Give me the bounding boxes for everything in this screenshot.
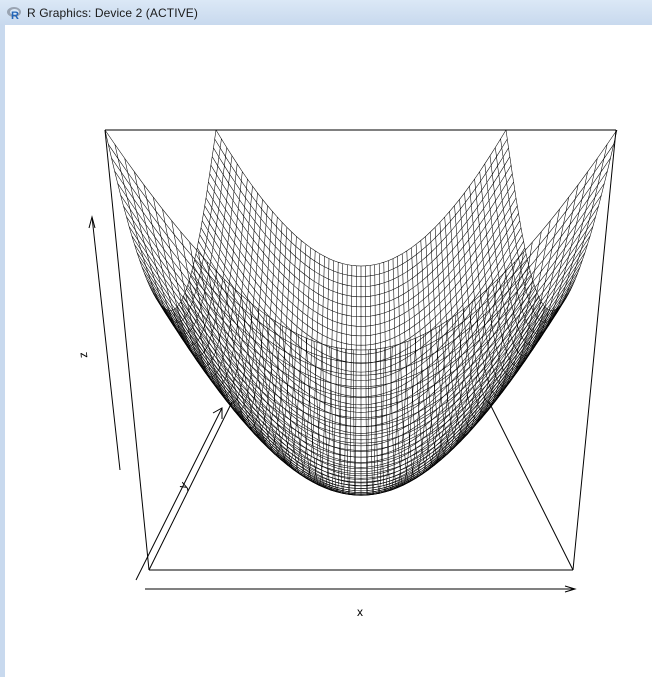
mesh-line-v — [211, 156, 511, 298]
mesh-line-u — [505, 129, 618, 311]
mesh-line-v — [208, 181, 514, 327]
mesh-line-u — [500, 138, 608, 323]
mesh-line-u — [459, 199, 533, 405]
y-axis-arrow — [135, 407, 223, 581]
mesh-line-u — [162, 178, 248, 377]
mesh-line-v — [203, 213, 519, 364]
y-axis-arrowhead — [212, 407, 223, 419]
mesh-line-u — [495, 147, 598, 335]
box-right-vertical-edge — [572, 129, 617, 571]
window-titlebar[interactable]: R R Graphics: Device 2 (ACTIVE) — [0, 0, 652, 25]
bounding-box — [104, 129, 617, 571]
svg-text:R: R — [11, 10, 19, 21]
persp-plot: x y z — [76, 129, 618, 619]
surface-mesh — [104, 129, 618, 496]
mesh-line-u — [474, 178, 560, 377]
mesh-line-v — [213, 147, 509, 287]
axis-arrows — [88, 215, 577, 593]
mesh-line-u — [464, 192, 542, 396]
box-left-vertical-edge — [104, 129, 150, 571]
mesh-line-v — [204, 205, 518, 355]
mesh-line-u — [124, 147, 227, 335]
mesh-line-u — [153, 171, 243, 367]
r-logo-icon: R — [6, 5, 22, 21]
mesh-line-u — [469, 186, 551, 387]
mesh-line-u — [484, 163, 579, 357]
z-axis-label: z — [76, 351, 91, 358]
mesh-line-v — [214, 138, 508, 277]
y-axis-label: y — [176, 480, 191, 492]
window-left-border — [0, 25, 5, 677]
mesh-line-v — [210, 165, 512, 308]
x-axis-label: x — [357, 605, 363, 619]
box-back-right-floor-edge — [488, 401, 574, 571]
mesh-line-v — [205, 197, 517, 346]
z-axis-arrowhead — [88, 215, 96, 229]
mesh-line-u — [479, 171, 569, 367]
x-axis-arrowhead — [564, 585, 577, 593]
z-axis-arrow — [91, 216, 121, 471]
box-back-left-floor-edge — [148, 401, 233, 571]
mesh-line-v — [215, 129, 507, 267]
mesh-line-v — [206, 189, 516, 337]
mesh-line-v — [209, 173, 513, 317]
mesh-line-u — [489, 155, 588, 346]
window-title: R Graphics: Device 2 (ACTIVE) — [27, 5, 198, 20]
plot-canvas: x y z — [5, 25, 652, 677]
